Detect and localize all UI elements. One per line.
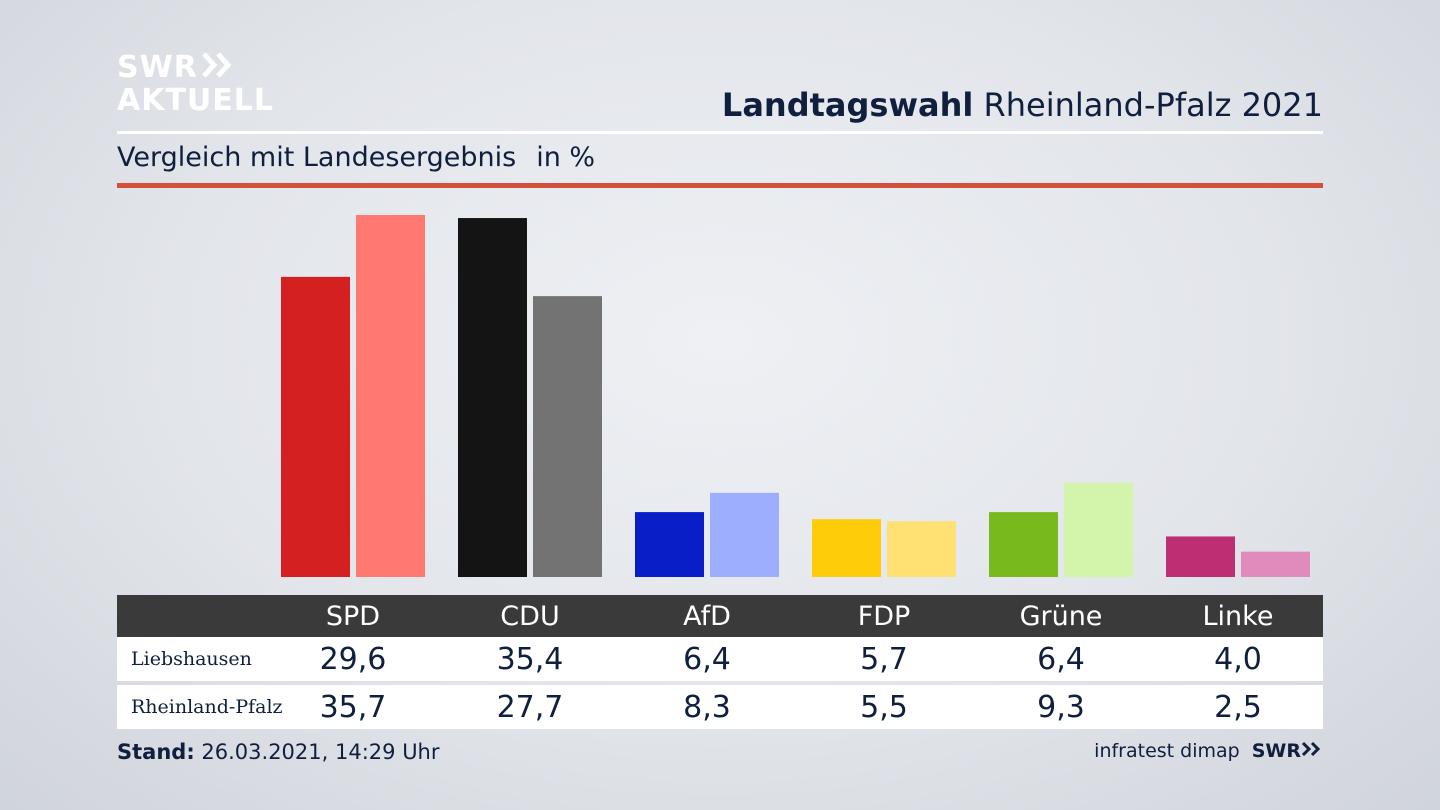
table-row-rheinland-pfalz: Rheinland-Pfalz 35,7 27,7 8,3 5,5 9,3 2,5 [117,685,1323,729]
bar-cdu-liebshausen [458,218,527,577]
row-label: Liebshausen [131,648,252,670]
value-spd-rheinland-pfalz: 35,7 [319,689,387,725]
bar-afd-liebshausen [635,512,704,577]
stand-label: Stand: [117,740,195,764]
table-header-row: SPD CDU AfD FDP Grüne Linke [117,595,1323,637]
value-cdu-rheinland-pfalz: 27,7 [496,689,564,725]
double-chevron-icon [1301,741,1321,757]
column-header-linke: Linke [1202,600,1274,632]
bar-linke-liebshausen [1166,536,1235,577]
double-chevron-icon [201,52,236,84]
logo-aktuell-text: AKTUELL [117,83,275,118]
bar-afd-rheinland-pfalz [710,492,779,577]
bar-gr-ne-rheinland-pfalz [1064,482,1133,577]
value-afd-liebshausen: 6,4 [683,641,731,677]
value-linke-rheinland-pfalz: 2,5 [1214,689,1262,725]
value-cdu-liebshausen: 35,4 [496,641,564,677]
timestamp: Stand: 26.03.2021, 14:29 Uhr [117,740,440,764]
chart-subtitle: Vergleich mit Landesergebnis in % [117,142,595,173]
results-table: SPD CDU AfD FDP Grüne Linke Liebshausen 29,6 3… [117,595,1323,729]
bar-chart [281,215,1310,577]
unit-label: in % [536,142,596,173]
column-header-cdu: CDU [500,600,560,632]
subtitle-divider [117,183,1323,188]
value-gr-ne-liebshausen: 6,4 [1037,641,1085,677]
swr-aktuell-logo: SWR AKTUELL [117,52,274,116]
footer-swr-logo: SWR [1252,740,1323,762]
bar-fdp-rheinland-pfalz [887,521,956,577]
table-row-liebshausen: Liebshausen 29,6 35,4 6,4 5,7 6,4 4,0 [117,637,1323,681]
bar-fdp-liebshausen [812,519,881,577]
column-header-afd: AfD [683,600,731,632]
bar-spd-rheinland-pfalz [356,215,425,577]
source-text: infratest dimap [1094,740,1240,762]
row-label: Rheinland-Pfalz [131,696,283,718]
page-title: Landtagswahl Rheinland-Pfalz 2021 [722,86,1323,124]
column-header-spd: SPD [325,600,381,632]
value-afd-rheinland-pfalz: 8,3 [683,689,731,725]
logo-swr-text: SWR [117,50,198,85]
source-credit: infratest dimap SWR [1094,740,1323,762]
bar-cdu-rheinland-pfalz [533,296,602,577]
stand-value: 26.03.2021, 14:29 Uhr [201,740,440,764]
bar-spd-liebshausen [281,276,350,577]
value-fdp-rheinland-pfalz: 5,5 [860,689,908,725]
subtitle-text: Vergleich mit Landesergebnis [117,142,517,173]
title-bold: Landtagswahl [721,86,974,124]
header-divider [117,131,1323,134]
title-rest: Rheinland-Pfalz 2021 [983,86,1323,124]
value-fdp-liebshausen: 5,7 [860,641,908,677]
bar-linke-rheinland-pfalz [1241,551,1310,577]
value-spd-liebshausen: 29,6 [319,641,387,677]
column-header-gr-ne: Grüne [1019,600,1103,632]
column-header-fdp: FDP [857,600,911,632]
value-linke-liebshausen: 4,0 [1214,641,1262,677]
bar-gr-ne-liebshausen [989,512,1058,577]
value-gr-ne-rheinland-pfalz: 9,3 [1037,689,1085,725]
